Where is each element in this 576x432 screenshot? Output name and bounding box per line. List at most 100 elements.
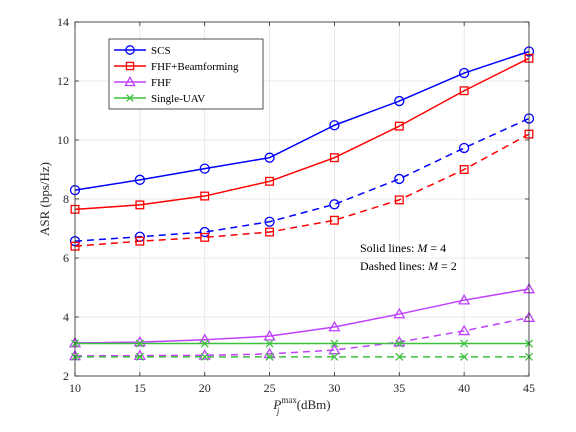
legend-label: SCS xyxy=(151,45,171,57)
annotation-solid-lines: Solid lines: M = 4 xyxy=(360,241,446,255)
legend-entry: FHF xyxy=(114,76,171,89)
series-point xyxy=(200,232,210,242)
series-point xyxy=(394,195,404,205)
series-point xyxy=(394,121,404,131)
x-axis-label-base: P xyxy=(272,397,281,412)
series-point xyxy=(460,352,469,361)
x-marker-stroke xyxy=(265,352,274,361)
legend-label: FHF+Beamforming xyxy=(151,61,239,73)
series-point xyxy=(460,339,469,348)
series-point xyxy=(458,293,471,305)
x-marker-stroke xyxy=(330,352,339,361)
x-tick-label: 35 xyxy=(393,381,405,395)
series-point xyxy=(459,86,469,96)
series-point xyxy=(265,352,274,361)
legend-label: FHF xyxy=(151,77,171,89)
series-line xyxy=(74,288,530,344)
series-point xyxy=(135,352,144,361)
series-point xyxy=(459,165,469,174)
series-point xyxy=(264,216,275,227)
x-marker xyxy=(126,94,134,102)
series-point xyxy=(330,339,339,348)
series-point xyxy=(200,191,210,201)
series-point xyxy=(135,339,144,348)
x-tick-label: 25 xyxy=(264,381,276,395)
square-marker xyxy=(125,61,135,71)
series-point xyxy=(329,120,340,131)
series-point xyxy=(329,215,339,225)
series-layer xyxy=(68,46,536,361)
series-line xyxy=(74,117,530,242)
x-marker-stroke xyxy=(200,339,209,348)
annotation-dashed-value: = 2 xyxy=(438,259,457,273)
annotation-dashed-math: M xyxy=(427,259,439,273)
x-marker-stroke xyxy=(460,339,469,348)
series-2 xyxy=(70,53,534,214)
x-marker-stroke xyxy=(126,94,134,102)
y-tick-label: 6 xyxy=(63,251,69,265)
annotation-solid-value: = 4 xyxy=(427,241,446,255)
series-point xyxy=(394,95,405,107)
annotation-dashed-lines: Dashed lines: M = 2 xyxy=(360,259,457,273)
annotation-solid-math: M xyxy=(416,241,428,255)
x-tick-label: 45 xyxy=(523,381,535,395)
x-axis-label-sub: j xyxy=(276,406,280,416)
annotation-dashed-prefix: Dashed lines: xyxy=(360,259,428,273)
series-point xyxy=(135,236,145,246)
legend: SCS FHF+Beamforming FHF Single-UAV xyxy=(108,38,264,110)
legend-entry: Single-UAV xyxy=(114,93,205,105)
tick-labels: 10 15 20 25 30 35 40 45 2 4 6 8 10 12 14 xyxy=(57,15,535,395)
series-point xyxy=(200,339,209,348)
annotation-solid-prefix: Solid lines: xyxy=(360,241,417,255)
series-point xyxy=(263,329,276,341)
x-tick-label: 20 xyxy=(199,381,211,395)
x-axis-label: Pmax j (dBm) xyxy=(272,395,330,416)
x-marker-stroke xyxy=(395,339,404,348)
series-point xyxy=(264,152,275,163)
y-tick-label: 14 xyxy=(57,15,69,29)
x-tick-label: 15 xyxy=(134,381,146,395)
series-point xyxy=(265,176,275,186)
series-4 xyxy=(68,282,536,348)
y-tick-label: 10 xyxy=(57,133,69,147)
series-point xyxy=(394,173,405,185)
x-tick-label: 40 xyxy=(458,381,470,395)
x-marker-stroke xyxy=(135,352,144,361)
x-marker-stroke xyxy=(330,339,339,348)
series-point xyxy=(265,339,274,348)
series-point xyxy=(458,142,470,154)
x-marker-stroke xyxy=(135,339,144,348)
legend-entry: SCS xyxy=(114,45,171,57)
y-tick-label: 2 xyxy=(63,369,69,383)
x-marker-stroke xyxy=(265,339,274,348)
x-tick-label: 30 xyxy=(328,381,340,395)
series-point xyxy=(328,343,341,355)
y-axis-label: ASR (bps/Hz) xyxy=(37,162,52,236)
series-line xyxy=(74,316,530,357)
y-tick-label: 8 xyxy=(63,192,69,206)
x-tick-label: 10 xyxy=(69,381,81,395)
y-tick-label: 4 xyxy=(63,310,69,324)
legend-entry: FHF+Beamforming xyxy=(114,61,239,73)
legend-label: Single-UAV xyxy=(151,93,205,105)
y-tick-label: 12 xyxy=(57,74,69,88)
annotations: Solid lines: M = 4 Dashed lines: M = 2 xyxy=(360,241,457,273)
series-point xyxy=(135,200,145,210)
series-point xyxy=(330,352,339,361)
series-line xyxy=(74,57,530,211)
series-point xyxy=(393,307,406,319)
series-point xyxy=(134,174,146,185)
series-point xyxy=(395,339,404,348)
x-marker-stroke xyxy=(200,352,209,361)
triangle-marker xyxy=(124,76,136,87)
series-line xyxy=(74,133,530,247)
series-point xyxy=(199,226,210,238)
series-point xyxy=(199,163,210,174)
circle-marker xyxy=(125,45,135,55)
series-point xyxy=(200,352,209,361)
x-marker-stroke xyxy=(395,352,404,361)
x-marker-stroke xyxy=(460,352,469,361)
series-point xyxy=(458,324,471,336)
